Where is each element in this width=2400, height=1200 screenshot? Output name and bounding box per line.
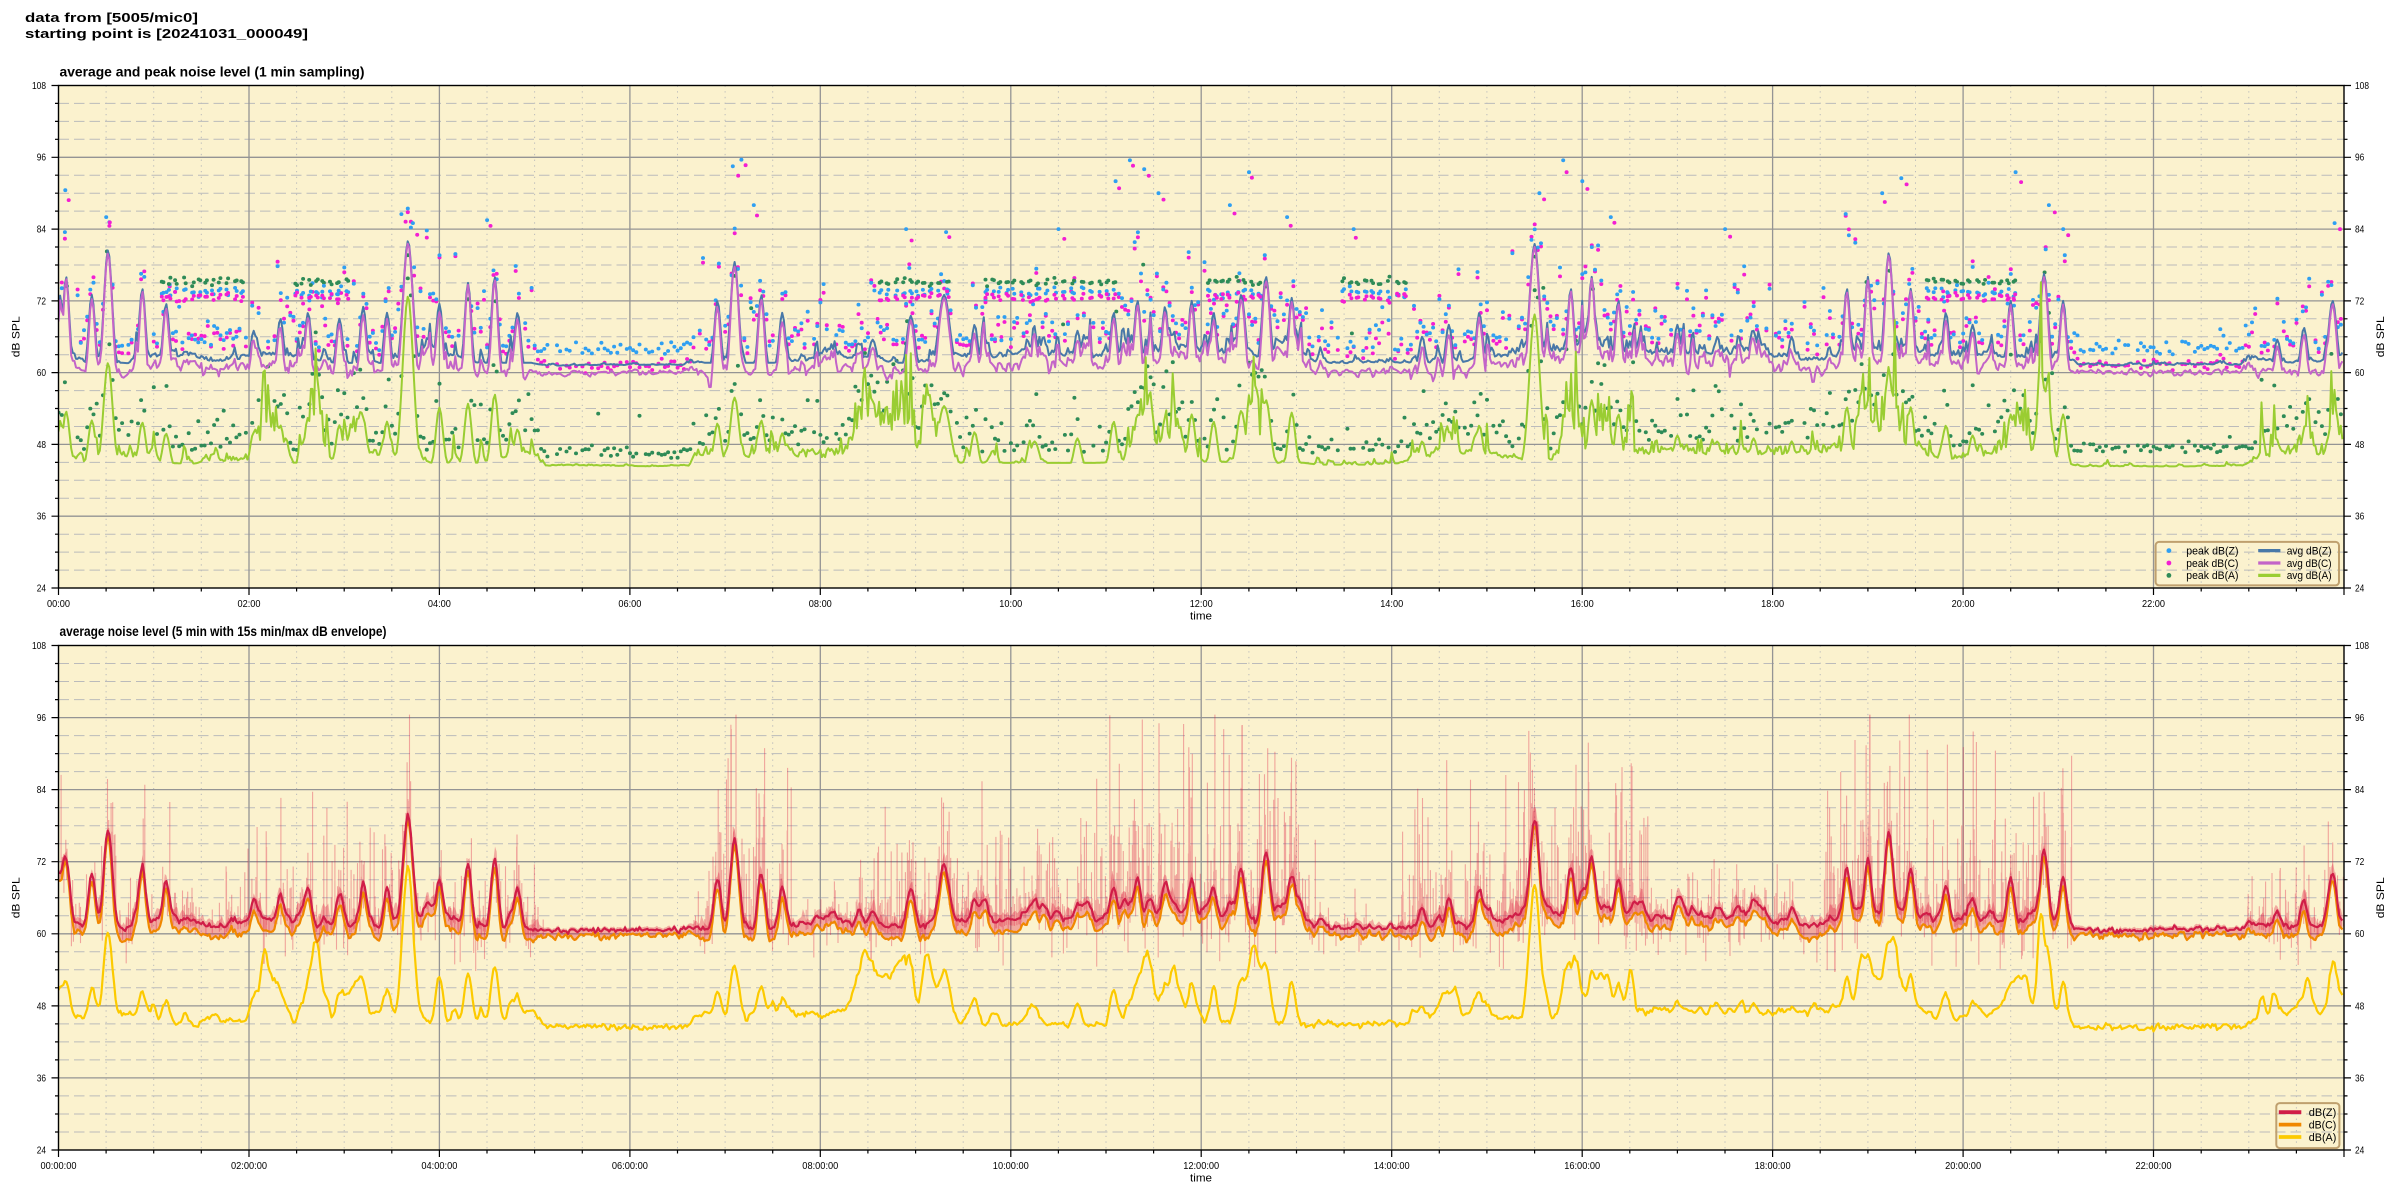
svg-text:60: 60 [2355, 928, 2364, 940]
svg-text:08:00: 08:00 [809, 598, 832, 610]
svg-text:dB SPL: dB SPL [2375, 877, 2387, 918]
svg-text:dB SPL: dB SPL [2375, 316, 2387, 357]
svg-text:72: 72 [2355, 295, 2364, 307]
svg-text:20:00:00: 20:00:00 [1945, 1160, 1981, 1172]
svg-text:96: 96 [37, 712, 46, 724]
svg-text:dB(A): dB(A) [2309, 1132, 2337, 1144]
svg-text:dB(Z): dB(Z) [2309, 1107, 2337, 1119]
svg-text:48: 48 [37, 439, 46, 451]
svg-text:16:00:00: 16:00:00 [1564, 1160, 1600, 1172]
svg-text:06:00: 06:00 [618, 598, 641, 610]
svg-text:18:00: 18:00 [1761, 598, 1784, 610]
svg-text:36: 36 [37, 511, 46, 523]
svg-text:04:00:00: 04:00:00 [421, 1160, 457, 1172]
svg-text:02:00:00: 02:00:00 [231, 1160, 267, 1172]
svg-text:60: 60 [37, 928, 46, 940]
svg-text:12:00: 12:00 [1190, 598, 1213, 610]
svg-text:36: 36 [2355, 511, 2364, 523]
svg-text:84: 84 [2355, 784, 2364, 796]
svg-text:24: 24 [2355, 582, 2364, 594]
svg-text:average noise level (5 min wit: average noise level (5 min with 15s min/… [60, 623, 387, 639]
svg-text:data from [5005/mic0]: data from [5005/mic0] [25, 10, 198, 25]
svg-text:22:00: 22:00 [2142, 598, 2165, 610]
svg-text:108: 108 [2355, 640, 2369, 652]
svg-text:avg dB(C): avg dB(C) [2287, 558, 2332, 570]
svg-text:00:00: 00:00 [47, 598, 70, 610]
svg-text:avg dB(Z): avg dB(Z) [2287, 545, 2332, 557]
svg-text:10:00: 10:00 [999, 598, 1022, 610]
svg-text:96: 96 [2355, 152, 2364, 164]
svg-text:22:00:00: 22:00:00 [2136, 1160, 2172, 1172]
svg-text:96: 96 [2355, 712, 2364, 724]
svg-text:peak dB(Z): peak dB(Z) [2186, 545, 2238, 557]
svg-text:00:00:00: 00:00:00 [41, 1160, 77, 1172]
svg-text:dB SPL: dB SPL [11, 877, 23, 918]
svg-text:02:00: 02:00 [238, 598, 261, 610]
svg-text:20:00: 20:00 [1952, 598, 1975, 610]
svg-text:dB SPL: dB SPL [11, 316, 23, 357]
svg-text:04:00: 04:00 [428, 598, 451, 610]
svg-text:60: 60 [2355, 367, 2364, 379]
svg-text:72: 72 [37, 295, 46, 307]
svg-text:48: 48 [37, 1000, 46, 1012]
svg-text:time: time [1190, 1173, 1212, 1185]
svg-text:14:00:00: 14:00:00 [1374, 1160, 1410, 1172]
svg-text:dB(C): dB(C) [2309, 1119, 2337, 1131]
svg-text:24: 24 [37, 1144, 46, 1156]
svg-text:108: 108 [2355, 80, 2369, 92]
svg-text:06:00:00: 06:00:00 [612, 1160, 648, 1172]
svg-text:time: time [1190, 611, 1212, 623]
svg-text:72: 72 [37, 856, 46, 868]
svg-text:48: 48 [2355, 439, 2364, 451]
svg-text:12:00:00: 12:00:00 [1183, 1160, 1219, 1172]
svg-text:84: 84 [37, 784, 46, 796]
svg-text:10:00:00: 10:00:00 [993, 1160, 1029, 1172]
svg-text:84: 84 [37, 224, 46, 236]
svg-text:24: 24 [2355, 1144, 2364, 1156]
svg-text:108: 108 [32, 640, 46, 652]
svg-text:84: 84 [2355, 224, 2364, 236]
svg-text:starting point is [20241031_00: starting point is [20241031_000049] [25, 26, 308, 41]
svg-text:peak dB(C): peak dB(C) [2186, 558, 2238, 570]
svg-text:average and peak noise level (: average and peak noise level (1 min samp… [60, 64, 365, 80]
svg-text:72: 72 [2355, 856, 2364, 868]
svg-text:36: 36 [37, 1072, 46, 1084]
svg-text:48: 48 [2355, 1000, 2364, 1012]
svg-text:08:00:00: 08:00:00 [802, 1160, 838, 1172]
svg-text:60: 60 [37, 367, 46, 379]
svg-text:16:00: 16:00 [1571, 598, 1594, 610]
svg-text:14:00: 14:00 [1380, 598, 1403, 610]
svg-text:96: 96 [37, 152, 46, 164]
svg-text:108: 108 [32, 80, 46, 92]
svg-text:24: 24 [37, 582, 46, 594]
svg-text:18:00:00: 18:00:00 [1755, 1160, 1791, 1172]
svg-text:avg dB(A): avg dB(A) [2287, 570, 2332, 582]
svg-text:36: 36 [2355, 1072, 2364, 1084]
svg-text:peak dB(A): peak dB(A) [2186, 570, 2238, 582]
